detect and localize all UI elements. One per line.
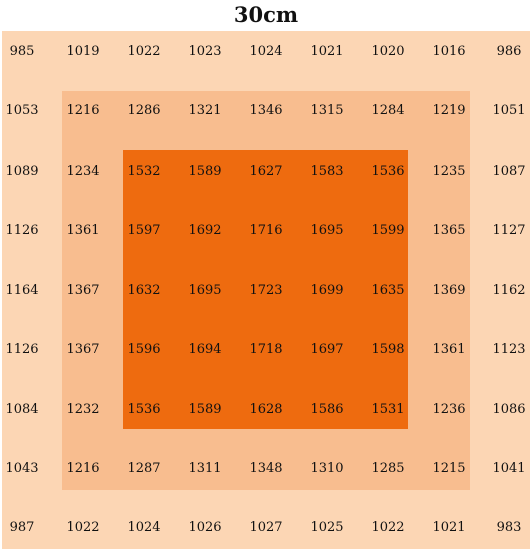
grid-cell: 1219 (432, 103, 466, 118)
grid-cell: 1164 (5, 283, 39, 298)
grid-cell: 1023 (188, 44, 222, 59)
grid-cell: 1089 (5, 164, 39, 179)
grid-cell: 1695 (310, 223, 344, 238)
grid-cell: 1123 (492, 342, 526, 357)
grid-cell: 1232 (66, 402, 100, 417)
grid-cell: 1019 (66, 44, 100, 59)
grid-cell: 1536 (127, 402, 161, 417)
grid-cell: 1053 (5, 103, 39, 118)
grid-cell: 1589 (188, 164, 222, 179)
grid-cell: 1723 (249, 283, 283, 298)
grid-cell: 1695 (188, 283, 222, 298)
grid-cell: 1583 (310, 164, 344, 179)
grid-cell: 1026 (188, 520, 222, 535)
grid-cell: 1635 (371, 283, 405, 298)
grid-cell: 1361 (432, 342, 466, 357)
grid-cell: 983 (496, 520, 522, 535)
grid-cell: 1536 (371, 164, 405, 179)
grid-cell: 1016 (432, 44, 466, 59)
grid-cell: 1632 (127, 283, 161, 298)
chart-title: 30cm (233, 2, 299, 27)
grid-cell: 1022 (371, 520, 405, 535)
grid-cell: 1311 (188, 461, 222, 476)
grid-cell: 1597 (127, 223, 161, 238)
grid-cell: 1598 (371, 342, 405, 357)
grid-cell: 1126 (5, 342, 39, 357)
grid-cell: 1216 (66, 461, 100, 476)
grid-cell: 1127 (492, 223, 526, 238)
grid-cell: 1215 (432, 461, 466, 476)
grid-cell: 1699 (310, 283, 344, 298)
grid-cell: 1216 (66, 103, 100, 118)
grid-cell: 1021 (432, 520, 466, 535)
grid-cell: 1531 (371, 402, 405, 417)
grid-cell: 1286 (127, 103, 161, 118)
grid-cell: 987 (9, 520, 35, 535)
grid-cell: 1235 (432, 164, 466, 179)
grid-cell: 1087 (492, 164, 526, 179)
grid-cell: 1346 (249, 103, 283, 118)
grid-cell: 1024 (127, 520, 161, 535)
grid-cell: 1718 (249, 342, 283, 357)
grid-cell: 1599 (371, 223, 405, 238)
grid-cell: 1628 (249, 402, 283, 417)
grid-cell: 1084 (5, 402, 39, 417)
grid-cell: 1310 (310, 461, 344, 476)
grid-cell: 1020 (371, 44, 405, 59)
grid-cell: 986 (496, 44, 522, 59)
grid-cell: 1234 (66, 164, 100, 179)
grid-cell: 1025 (310, 520, 344, 535)
grid-cell: 1586 (310, 402, 344, 417)
grid-cell: 1692 (188, 223, 222, 238)
grid-cell: 1024 (249, 44, 283, 59)
grid-cell: 1027 (249, 520, 283, 535)
grid-cell: 1589 (188, 402, 222, 417)
grid-cell: 1041 (492, 461, 526, 476)
grid-cell: 1627 (249, 164, 283, 179)
grid-cell: 1284 (371, 103, 405, 118)
grid-cell: 1285 (371, 461, 405, 476)
grid-cell: 1236 (432, 402, 466, 417)
grid-cell: 1532 (127, 164, 161, 179)
grid-cell: 1321 (188, 103, 222, 118)
grid-cell: 1367 (66, 342, 100, 357)
grid-cell: 1086 (492, 402, 526, 417)
grid-cell: 1716 (249, 223, 283, 238)
grid-cell: 1162 (492, 283, 526, 298)
grid-cell: 1315 (310, 103, 344, 118)
grid-cell: 1361 (66, 223, 100, 238)
grid-cell: 1021 (310, 44, 344, 59)
inner-zone (123, 150, 408, 429)
grid-cell: 1022 (127, 44, 161, 59)
grid-cell: 1126 (5, 223, 39, 238)
grid-cell: 1369 (432, 283, 466, 298)
grid-cell: 1051 (492, 103, 526, 118)
grid-cell: 1596 (127, 342, 161, 357)
grid-cell: 1022 (66, 520, 100, 535)
grid-cell: 1348 (249, 461, 283, 476)
grid-cell: 1365 (432, 223, 466, 238)
grid-cell: 1367 (66, 283, 100, 298)
grid-cell: 1043 (5, 461, 39, 476)
grid-cell: 1694 (188, 342, 222, 357)
grid-cell: 1287 (127, 461, 161, 476)
grid-cell: 1697 (310, 342, 344, 357)
grid-cell: 985 (9, 44, 35, 59)
